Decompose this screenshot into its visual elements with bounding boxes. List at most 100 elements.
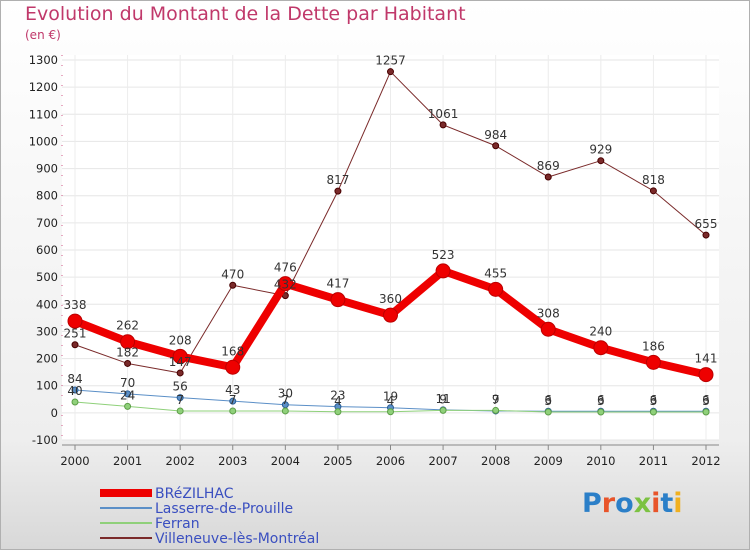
data-label: 3 (544, 394, 552, 408)
y-tick-label: 800 (36, 189, 58, 203)
data-label: 455 (484, 266, 507, 280)
data-point (492, 406, 500, 414)
data-label: 338 (64, 298, 87, 312)
data-point (120, 334, 136, 350)
data-point (176, 369, 184, 377)
y-tick-label: 1300 (29, 53, 58, 67)
data-point (176, 394, 184, 402)
y-tick-label: 200 (36, 352, 58, 366)
x-tick-label: 2012 (691, 454, 720, 468)
data-label: 6 (650, 393, 658, 407)
data-label: 7 (176, 393, 184, 407)
data-label: 7 (282, 393, 290, 407)
y-tick-label: 0 (51, 406, 58, 420)
data-point (439, 121, 447, 129)
data-label: 182 (116, 345, 139, 359)
x-tick-label: 2011 (639, 454, 668, 468)
data-label: 141 (695, 352, 718, 366)
chart-subtitle: (en €) (25, 28, 61, 42)
y-tick-label: 400 (36, 297, 58, 311)
data-label: 3 (702, 394, 710, 408)
y-tick-label: 900 (36, 162, 58, 176)
data-point (67, 313, 83, 329)
data-point (172, 348, 188, 364)
data-label: 43 (225, 383, 240, 397)
x-tick-label: 2002 (166, 454, 195, 468)
data-point (383, 307, 398, 323)
y-tick-label: 1200 (29, 80, 58, 94)
y-tick-label: 1100 (29, 107, 58, 121)
chart-title: Evolution du Montant de la Dette par Hab… (25, 3, 466, 25)
data-point (488, 281, 504, 297)
data-point (435, 263, 451, 279)
data-point (439, 406, 447, 414)
data-point (387, 68, 394, 76)
legend-entry: Lasserre-de-Prouille (155, 501, 293, 517)
x-tick-label: 2010 (586, 454, 615, 468)
data-label: 251 (64, 327, 87, 341)
data-point (176, 407, 184, 415)
data-label: 11 (435, 392, 450, 406)
data-label: 655 (695, 217, 718, 231)
data-label: 208 (169, 333, 192, 347)
data-label: 523 (432, 248, 455, 262)
data-label: 1061 (428, 107, 459, 121)
data-label: 869 (537, 159, 560, 173)
data-label: 4 (334, 394, 342, 408)
legend-entry: Villeneuve-lès-Montréal (155, 531, 319, 547)
x-tick-label: 2008 (481, 454, 510, 468)
x-tick-label: 2007 (428, 454, 457, 468)
data-point (281, 407, 289, 415)
data-point (71, 341, 79, 349)
data-label: 3 (597, 394, 605, 408)
data-point (124, 402, 132, 410)
data-label: 470 (221, 267, 244, 281)
data-label: 360 (379, 292, 402, 306)
data-point (229, 407, 237, 415)
data-point (492, 142, 500, 150)
data-label: 9 (492, 392, 500, 406)
y-tick-label: 600 (36, 243, 58, 257)
data-point (597, 408, 605, 416)
legend-entry: Ferran (155, 516, 200, 532)
data-label: 24 (120, 388, 135, 402)
data-label: 70 (120, 376, 135, 390)
data-label: 7 (229, 393, 237, 407)
data-point (124, 359, 132, 367)
data-label: 19 (383, 390, 398, 404)
data-label: 476 (274, 261, 297, 275)
y-tick-label: 500 (36, 270, 58, 284)
data-point (71, 398, 79, 406)
data-label: 6 (544, 393, 552, 407)
data-label: 6 (702, 393, 710, 407)
data-point (387, 408, 394, 416)
legend-entry: BRéZILHAC (155, 486, 234, 502)
data-point (649, 408, 657, 416)
data-label: 3 (650, 394, 658, 408)
data-label: 186 (642, 339, 665, 353)
data-label: 262 (116, 319, 139, 333)
y-tick-label: 300 (36, 324, 58, 338)
data-point (649, 187, 657, 195)
y-tick-label: 100 (36, 379, 58, 393)
data-label: 1257 (375, 54, 406, 68)
x-tick-label: 2006 (376, 454, 405, 468)
data-point (334, 187, 342, 195)
x-tick-label: 2000 (60, 454, 89, 468)
data-label: 432 (274, 278, 297, 292)
y-tick-label: 700 (36, 216, 58, 230)
y-tick-label: 1000 (29, 134, 58, 148)
data-label: 4 (387, 394, 395, 408)
data-label: 6 (597, 393, 605, 407)
data-point (702, 231, 710, 239)
data-label: 818 (642, 173, 665, 187)
data-point (645, 354, 661, 370)
data-label: 929 (589, 143, 612, 157)
data-point (544, 173, 552, 181)
x-tick-label: 2009 (534, 454, 563, 468)
data-label: 23 (330, 389, 345, 403)
data-point (277, 276, 293, 292)
data-label: 84 (67, 372, 82, 386)
data-label: 56 (173, 380, 188, 394)
